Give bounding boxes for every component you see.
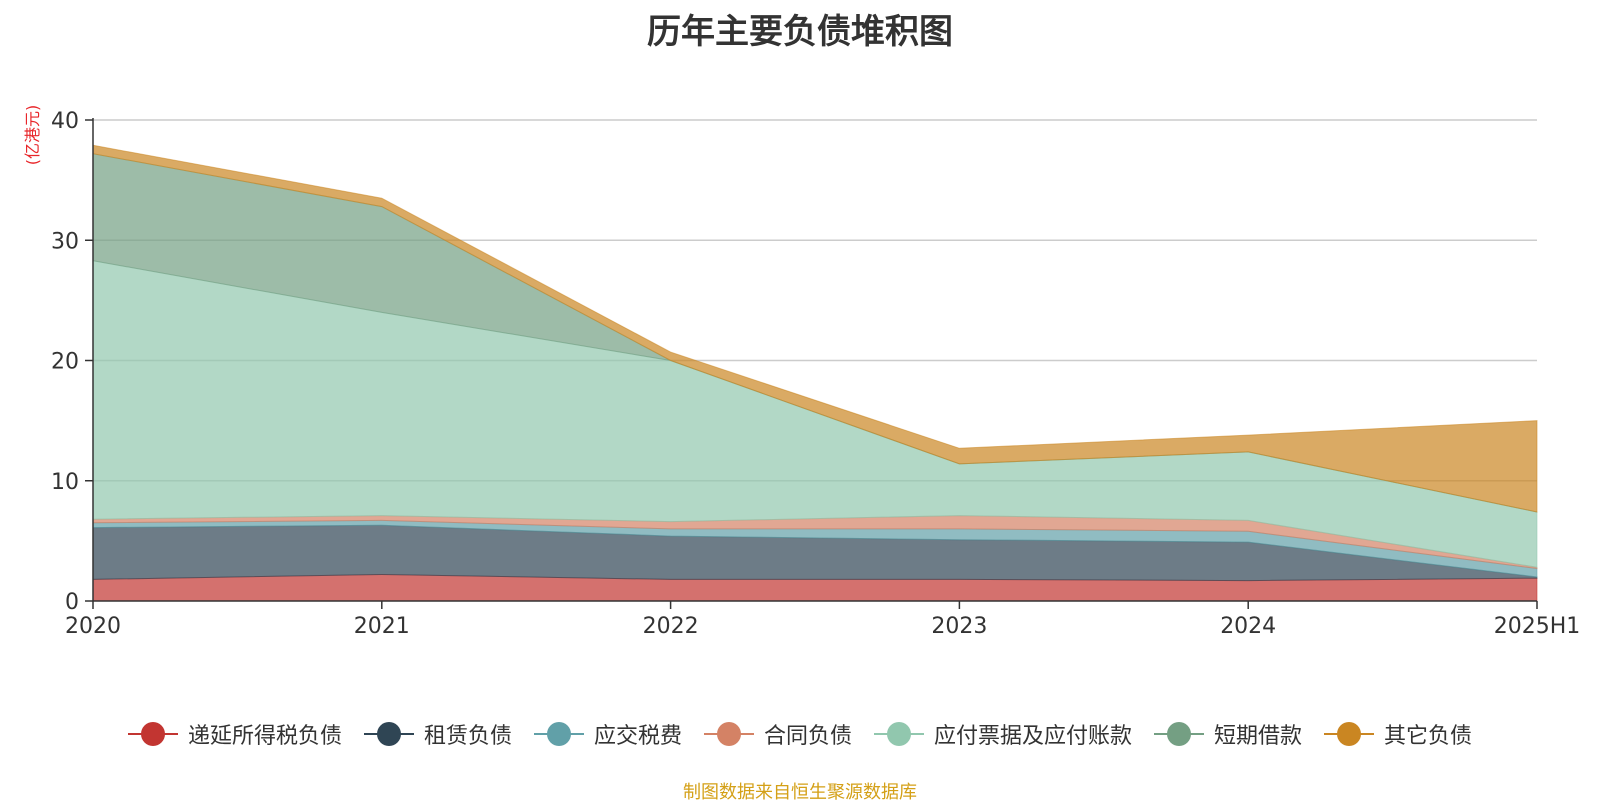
legend-item[interactable]: 应付票据及应付账款 xyxy=(874,718,1132,750)
area-series-6 xyxy=(92,144,1538,513)
legend-dot xyxy=(716,722,741,746)
y-tick-label: 20 xyxy=(51,350,79,375)
legend-dot xyxy=(376,722,401,746)
legend-marker-icon xyxy=(363,722,414,746)
legend-marker-icon xyxy=(874,722,924,746)
legend-dot xyxy=(140,722,165,746)
x-tick-label: 2022 xyxy=(643,614,699,639)
legend-label: 合同负债 xyxy=(763,724,852,749)
y-tick-label: 30 xyxy=(51,229,79,254)
legend-label: 递延所得税负债 xyxy=(187,724,342,749)
legend-item[interactable]: 短期借款 xyxy=(1154,718,1302,750)
y-tick-label: 40 xyxy=(51,109,79,134)
axes: 0 10 20 30 40 2020 2021 2022 2023 2024 2025H1 xyxy=(51,109,1580,639)
y-tick-label: 0 xyxy=(65,590,79,615)
data-source-note: 制图数据来自恒生聚源数据库 xyxy=(683,782,917,803)
area-series xyxy=(92,144,1538,602)
legend-label: 应付票据及应付账款 xyxy=(934,724,1133,749)
legend-label: 租赁负债 xyxy=(423,724,512,749)
legend-marker-icon xyxy=(1324,722,1375,746)
legend-item[interactable]: 其它负债 xyxy=(1324,718,1472,750)
legend-marker-icon xyxy=(127,722,178,746)
legend-label: 应交税费 xyxy=(593,724,682,749)
legend-item[interactable]: 租赁负债 xyxy=(363,718,512,750)
chart-title: 历年主要负债堆积图 xyxy=(647,12,953,52)
x-tick-label: 2023 xyxy=(931,614,987,639)
legend-item[interactable]: 合同负债 xyxy=(703,718,852,750)
x-tick-label: 2024 xyxy=(1220,614,1276,639)
legend-marker-icon xyxy=(533,722,584,746)
legend-dot xyxy=(1167,722,1192,746)
x-tick-label: 2020 xyxy=(65,614,121,639)
legend: 递延所得税负债 租赁负债 应交税费 合同负债 应付票据及应付账款 短期借款 其它负债 xyxy=(0,718,1600,750)
x-tick-label: 2025H1 xyxy=(1494,614,1581,639)
legend-dot xyxy=(887,722,911,746)
x-tick-label: 2021 xyxy=(354,614,410,639)
legend-dot xyxy=(546,722,571,746)
legend-label: 短期借款 xyxy=(1214,724,1303,749)
legend-item[interactable]: 递延所得税负债 xyxy=(127,718,342,750)
legend-label: 其它负债 xyxy=(1384,724,1473,749)
legend-marker-icon xyxy=(1154,722,1205,746)
legend-marker-icon xyxy=(703,722,754,746)
legend-item[interactable]: 应交税费 xyxy=(533,718,682,750)
legend-dot xyxy=(1337,722,1362,746)
y-tick-label: 10 xyxy=(51,470,79,495)
